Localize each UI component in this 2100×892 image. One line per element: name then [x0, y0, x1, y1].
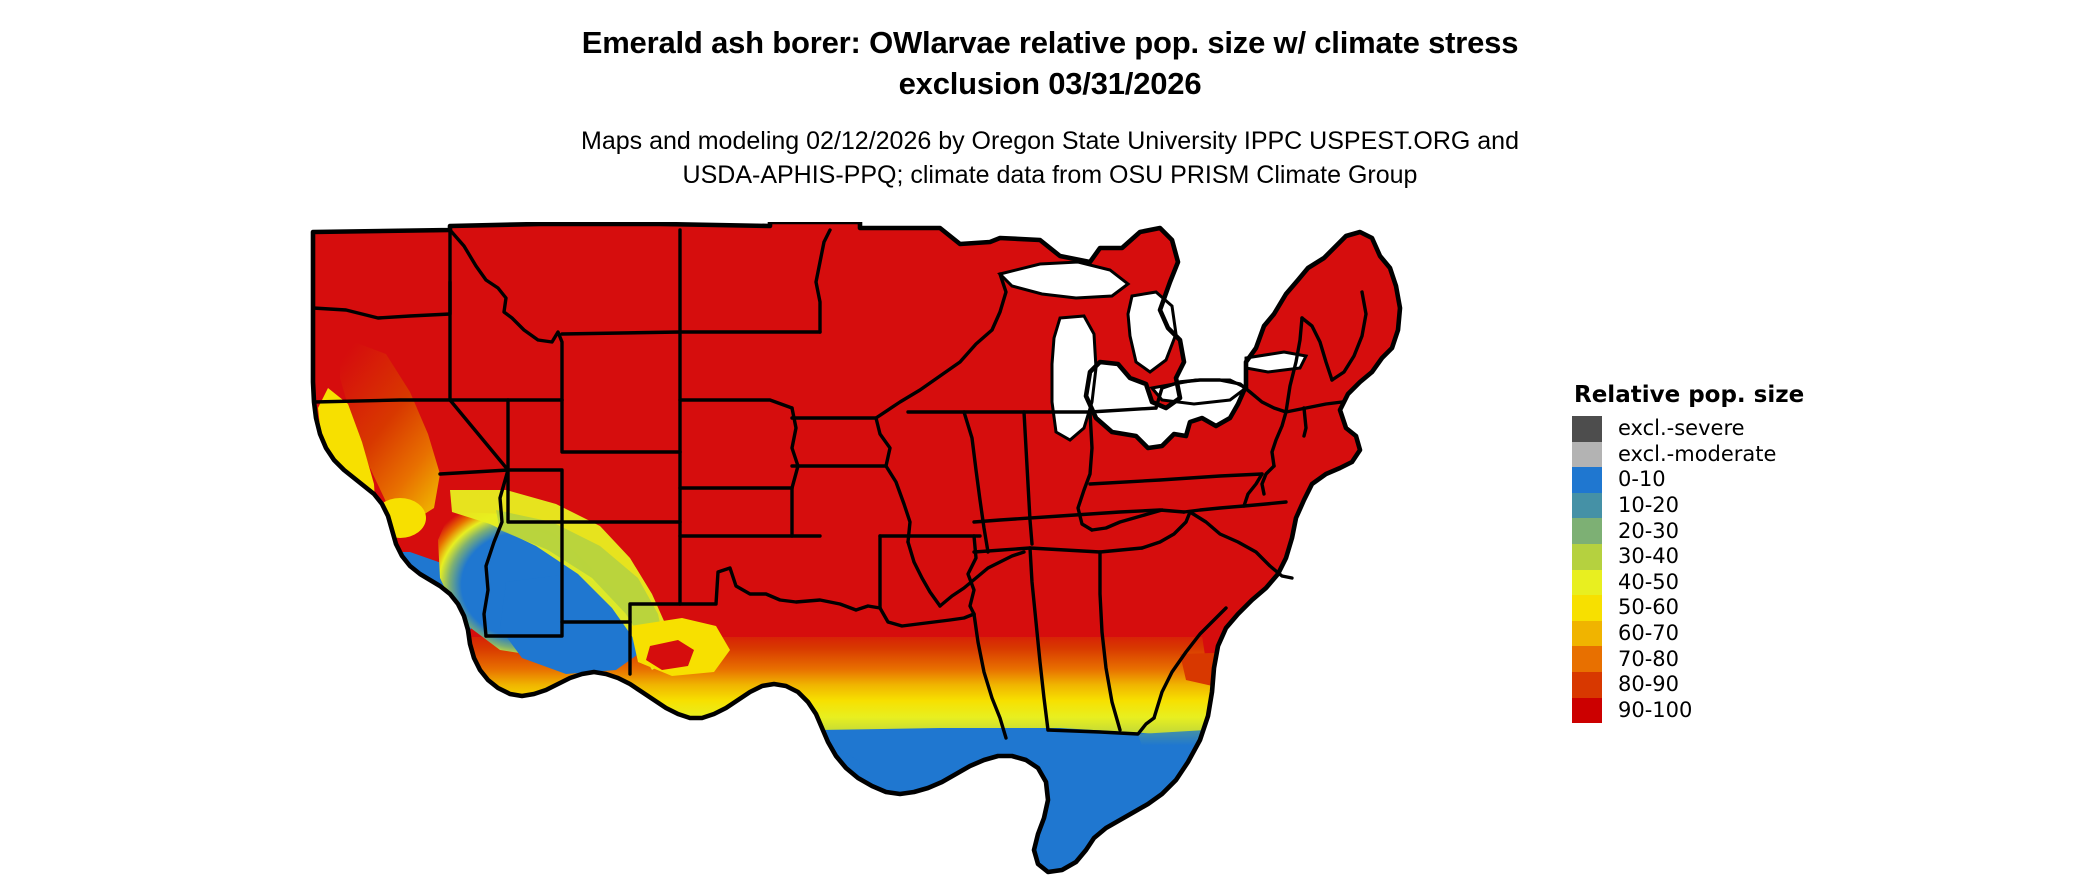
- legend-color-swatch: [1572, 697, 1602, 724]
- legend-item-label: 50-60: [1618, 595, 1680, 620]
- border-az-mexico: [484, 620, 564, 638]
- legend-item[interactable]: excl.-severe: [1572, 416, 1872, 442]
- border-ms-al: [1028, 546, 1050, 732]
- legend-item-label: excl.-moderate: [1618, 441, 1777, 466]
- great-lakes-layer: [997, 260, 1309, 442]
- legend-items: excl.-severe excl.-moderate 0-10 10-20 20-30…: [1572, 416, 1872, 724]
- border-ok-tx: [678, 566, 882, 612]
- legend-item[interactable]: excl.-moderate: [1572, 441, 1872, 468]
- arizona-uplands-green: [496, 510, 664, 646]
- border-wy-co: [560, 398, 682, 454]
- legend-color-swatch: [1572, 518, 1602, 544]
- border-or-ca: [312, 398, 452, 404]
- border-oh-pa: [1088, 406, 1158, 414]
- legend-item-label: 20-30: [1618, 518, 1680, 543]
- legend-color-swatch: [1572, 620, 1602, 647]
- border-ga-fl: [1046, 716, 1156, 736]
- border-ar-la: [878, 606, 976, 628]
- rio-grande-red-spot: [646, 640, 694, 670]
- border-mt-wy: [560, 330, 682, 336]
- border-nc-sc: [1188, 510, 1294, 580]
- legend-color-swatch: [1572, 543, 1602, 570]
- border-ny-nj: [1270, 410, 1288, 468]
- lake-michigan: [1050, 314, 1098, 442]
- legend-item[interactable]: 90-100: [1572, 697, 1872, 724]
- legend-item-label: excl.-severe: [1618, 416, 1745, 441]
- figure-title-line-1: Emerald ash borer: OWlarvae relative pop…: [581, 25, 1519, 60]
- sierra-nevada-orange-band: [340, 342, 440, 522]
- legend-color-swatch: [1572, 595, 1602, 621]
- legend-item-label: 0-10: [1618, 467, 1666, 492]
- border-tn-ky: [972, 508, 1186, 524]
- legend-color-swatch: [1572, 646, 1602, 672]
- legend-item-label: 40-50: [1618, 569, 1680, 594]
- border-tn-ms-al-ga: [972, 546, 1144, 554]
- border-nm-tx: [628, 520, 682, 676]
- border-wv-va: [1090, 508, 1164, 532]
- legend-item[interactable]: 0-10: [1572, 467, 1872, 493]
- legend-color-swatch: [1572, 671, 1602, 698]
- figure-title: Emerald ash borer: OWlarvae relative pop…: [0, 22, 2100, 104]
- border-mo-il: [906, 540, 942, 608]
- legend-item-label: 70-80: [1618, 646, 1680, 671]
- conus-outline: [310, 222, 1403, 875]
- border-il-in: [962, 410, 990, 554]
- border-mn-nd: [814, 228, 832, 334]
- legend-color-swatch: [1572, 416, 1602, 442]
- legend-title: Relative pop. size: [1574, 382, 1805, 408]
- border-ia-wi-il: [874, 416, 912, 544]
- legend-item[interactable]: 60-70: [1572, 620, 1872, 647]
- border-ma-ct-ri: [1284, 400, 1344, 414]
- border-pa-md: [1088, 472, 1264, 486]
- legend-item[interactable]: 10-20: [1572, 492, 1872, 519]
- legend-item-label: 10-20: [1618, 493, 1680, 518]
- border-id-mt: [448, 228, 564, 402]
- border-md-va: [1242, 472, 1264, 508]
- legend-color-swatch: [1572, 569, 1602, 596]
- border-mn-wi: [874, 272, 1008, 420]
- border-sd-ne: [678, 398, 794, 410]
- border-ne-ia: [790, 406, 800, 490]
- border-nh-me: [1330, 290, 1368, 382]
- border-ga-sc: [1152, 606, 1228, 720]
- border-va-nc: [1182, 500, 1288, 514]
- legend-color-swatch: [1572, 441, 1602, 468]
- legend-color-swatch: [1572, 467, 1602, 493]
- legend-item[interactable]: 50-60: [1572, 595, 1872, 621]
- legend-item-label: 60-70: [1618, 621, 1680, 646]
- figure-title-line-2: exclusion 03/31/2026: [898, 66, 1202, 101]
- map-legend: Relative pop. size excl.-severe excl.-mod…: [1572, 382, 1872, 724]
- legend-item[interactable]: 80-90: [1572, 671, 1872, 698]
- border-vt-nh: [1300, 316, 1334, 382]
- border-al-ga: [1098, 550, 1122, 732]
- figure-subtitle: Maps and modeling 02/12/2026 by Oregon S…: [0, 124, 2100, 192]
- legend-item-label: 90-100: [1618, 697, 1693, 722]
- border-ct-ny: [1302, 406, 1308, 438]
- legend-item[interactable]: 70-80: [1572, 646, 1872, 672]
- choropleth-map: [300, 222, 1570, 890]
- border-tn-nc: [1140, 510, 1192, 550]
- legend-item[interactable]: 30-40: [1572, 543, 1872, 570]
- lake-superior: [997, 260, 1131, 300]
- border-ky-il-in: [938, 550, 1026, 608]
- figure-subtitle-line-2: USDA-APHIS-PPQ; climate data from OSU PR…: [682, 161, 1418, 189]
- legend-item[interactable]: 40-50: [1572, 569, 1872, 596]
- border-ca-az: [482, 468, 510, 638]
- legend-item[interactable]: 20-30: [1572, 518, 1872, 544]
- border-ny-vt-ma: [1284, 316, 1304, 414]
- border-nj-de: [1260, 464, 1276, 496]
- border-oh-wv-pa: [1076, 410, 1094, 532]
- border-in-oh: [1022, 410, 1034, 546]
- us-map-svg: [310, 222, 1403, 875]
- state-boundaries-layer: [310, 222, 1403, 875]
- border-la-ms: [972, 612, 1008, 740]
- legend-color-swatch: [1572, 492, 1602, 519]
- figure-subtitle-line-1: Maps and modeling 02/12/2026 by Oregon S…: [581, 127, 1519, 155]
- border-pa-ny: [1154, 378, 1288, 414]
- legend-item-label: 30-40: [1618, 544, 1680, 569]
- legend-item-label: 80-90: [1618, 672, 1680, 697]
